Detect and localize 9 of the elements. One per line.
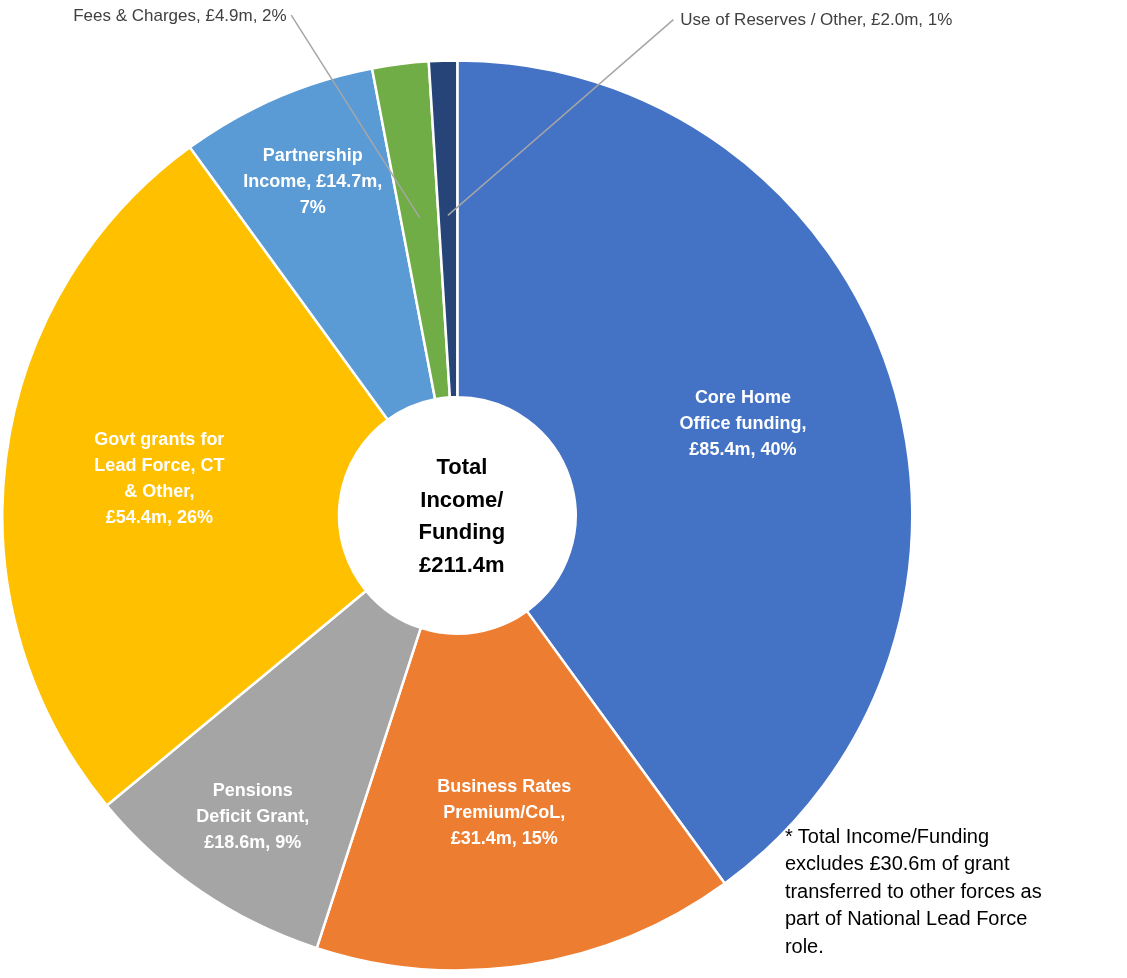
slice-label: Business Rates Premium/CoL, £31.4m, 15% — [437, 775, 572, 848]
slice-label: Pensions Deficit Grant, £18.6m, 9% — [196, 780, 310, 853]
slice-label: Govt grants for Lead Force, CT & Other, £54.4m, 26% — [94, 428, 225, 527]
text: * Total Income/Funding excludes £30.6m of grant transferred to other forces as part of National Lead Force role. — [784, 824, 1042, 957]
slice-label: Use of Reserves / Other, £2.0m, 1% — [680, 10, 953, 30]
slice-label: Fees & Charges, £4.9m, 2% — [73, 5, 287, 25]
text: Total Income/ Funding £211.4m — [418, 454, 506, 577]
slice-label: Partnership Income, £14.7m, 7% — [243, 145, 383, 218]
slice-label: Core Home Office funding, £85.4m, 40% — [679, 386, 807, 459]
